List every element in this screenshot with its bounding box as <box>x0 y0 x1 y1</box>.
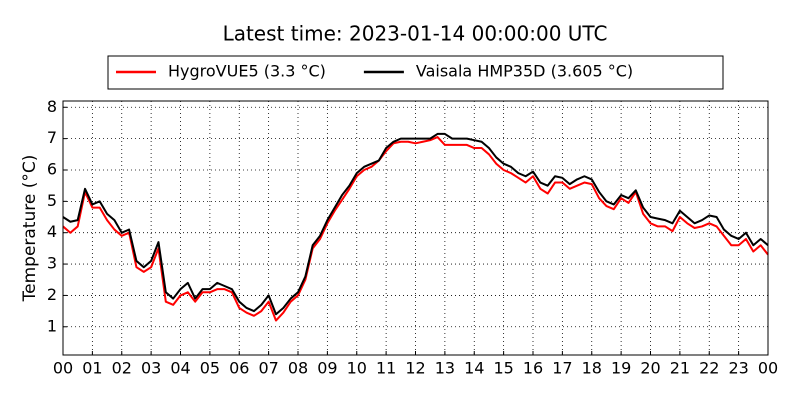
x-tick-label: 18 <box>582 359 602 378</box>
y-tick-label: 8 <box>47 97 57 116</box>
y-tick-label: 2 <box>47 285 57 304</box>
x-tick-label: 10 <box>347 359 367 378</box>
x-tick-label: 11 <box>376 359 396 378</box>
x-tick-label: 16 <box>523 359 543 378</box>
y-tick-label: 3 <box>47 254 57 273</box>
x-tick-label: 08 <box>288 359 308 378</box>
x-tick-label: 02 <box>112 359 132 378</box>
series-line <box>62 136 769 322</box>
y-tick-label: 6 <box>47 159 57 178</box>
legend-box <box>107 55 724 90</box>
x-tick-label: 15 <box>493 359 513 378</box>
y-tick-label: 1 <box>47 316 57 335</box>
x-tick-label: 13 <box>435 359 455 378</box>
x-tick-label: 20 <box>640 359 660 378</box>
x-tick-label: 14 <box>464 359 484 378</box>
x-tick-label: 23 <box>728 359 748 378</box>
x-tick-label: 07 <box>258 359 278 378</box>
x-tick-label: 09 <box>317 359 337 378</box>
x-tick-label: 01 <box>82 359 102 378</box>
x-tick-label: 19 <box>611 359 631 378</box>
plot-frame <box>62 100 769 356</box>
x-tick-label: 05 <box>200 359 220 378</box>
x-tick-label: 03 <box>141 359 161 378</box>
legend-label: Vaisala HMP35D (3.605 °C) <box>416 62 633 81</box>
x-tick-label: 06 <box>229 359 249 378</box>
y-tick-label: 5 <box>47 191 57 210</box>
x-tick-label: 00 <box>758 359 778 378</box>
x-tick-label: 12 <box>405 359 425 378</box>
x-tick-label: 00 <box>53 359 73 378</box>
series-line <box>62 132 769 316</box>
chart-title: Latest time: 2023-01-14 00:00:00 UTC <box>223 22 608 46</box>
x-tick-label: 17 <box>552 359 572 378</box>
x-tick-label: 21 <box>670 359 690 378</box>
x-tick-label: 22 <box>699 359 719 378</box>
x-tick-label: 04 <box>170 359 190 378</box>
y-tick-label: 7 <box>47 128 57 147</box>
y-axis-label: Temperature (°C) <box>20 155 40 303</box>
legend-label: HygroVUE5 (3.3 °C) <box>168 62 326 81</box>
y-tick-label: 4 <box>47 222 57 241</box>
